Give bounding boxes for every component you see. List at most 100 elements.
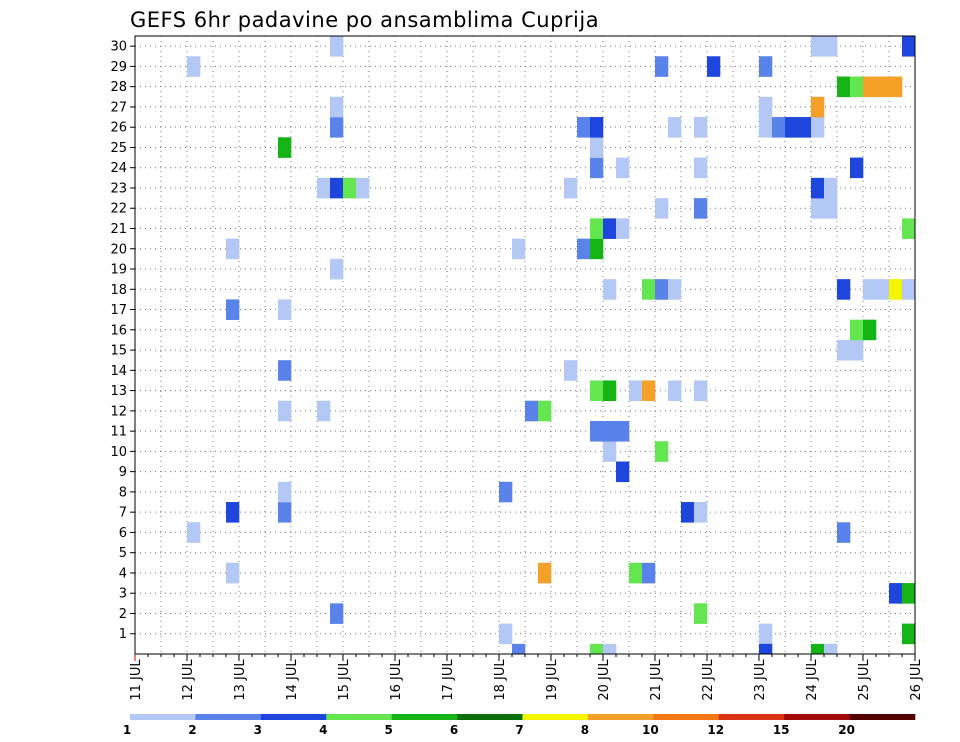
heat-cell bbox=[564, 360, 578, 381]
heat-cell bbox=[525, 400, 539, 422]
legend-swatch bbox=[260, 714, 327, 720]
heat-cell bbox=[902, 583, 916, 604]
heat-cell bbox=[655, 441, 669, 462]
legend-swatch bbox=[653, 714, 720, 720]
heat-cell bbox=[694, 380, 708, 402]
heat-cell bbox=[278, 299, 292, 320]
heat-cell bbox=[538, 400, 552, 422]
heat-cell bbox=[616, 420, 630, 442]
legend-swatch bbox=[391, 714, 458, 720]
heat-cell bbox=[603, 643, 617, 655]
heat-cell bbox=[642, 562, 656, 584]
heat-cell bbox=[759, 643, 773, 655]
heat-cell bbox=[590, 117, 604, 138]
heat-cell bbox=[330, 603, 344, 624]
heat-cell bbox=[811, 177, 825, 199]
heat-cell bbox=[759, 623, 773, 645]
heat-cell bbox=[356, 177, 370, 199]
y-tick-label: 19 bbox=[110, 263, 127, 278]
x-tick-label: 15 JUL bbox=[337, 659, 352, 701]
heat-cell bbox=[707, 56, 721, 77]
heat-cell bbox=[785, 117, 799, 138]
heat-cell bbox=[850, 319, 864, 341]
heat-cell bbox=[226, 238, 240, 260]
heat-cell bbox=[603, 420, 617, 442]
y-tick-label: 23 bbox=[110, 181, 127, 196]
heat-cell bbox=[694, 603, 708, 624]
heat-cell bbox=[759, 56, 773, 77]
heat-cell bbox=[850, 339, 864, 361]
legend-label: 3 bbox=[254, 723, 262, 737]
heat-cell bbox=[564, 177, 578, 199]
y-tick-label: 16 bbox=[110, 323, 127, 338]
heat-cell bbox=[330, 36, 344, 57]
legend-swatch bbox=[326, 714, 392, 720]
heat-cell bbox=[590, 137, 604, 158]
y-tick-label: 29 bbox=[110, 60, 127, 75]
y-tick-label: 10 bbox=[110, 445, 127, 460]
heat-cell bbox=[889, 76, 903, 98]
heat-cell bbox=[837, 339, 851, 361]
legend-swatch bbox=[130, 714, 196, 720]
heat-cell bbox=[902, 279, 916, 300]
heat-cell bbox=[694, 117, 708, 138]
x-tick-label: 19 JUL bbox=[545, 659, 560, 701]
y-tick-label: 11 bbox=[110, 425, 127, 440]
heat-cell bbox=[616, 157, 630, 179]
heat-cell bbox=[694, 502, 708, 523]
heat-cell bbox=[187, 56, 201, 77]
heat-cell bbox=[317, 177, 331, 199]
heat-cell bbox=[772, 117, 786, 138]
y-tick-label: 28 bbox=[110, 80, 127, 95]
grid-lines bbox=[135, 36, 915, 654]
y-tick-label: 22 bbox=[110, 202, 127, 217]
legend-label: 1 bbox=[123, 723, 131, 737]
heat-cell bbox=[824, 36, 838, 57]
heat-cell bbox=[330, 96, 344, 118]
heat-cell bbox=[811, 643, 825, 655]
y-tick-label: 26 bbox=[110, 121, 127, 136]
x-tick-label: 24 JUL bbox=[805, 659, 820, 701]
heat-cell bbox=[330, 117, 344, 138]
heat-cell bbox=[590, 643, 604, 655]
x-tick-label: 22 JUL bbox=[701, 659, 716, 701]
heat-cell bbox=[655, 56, 669, 77]
heat-cell bbox=[226, 562, 240, 584]
heat-cell bbox=[278, 137, 292, 158]
heat-cell bbox=[603, 279, 617, 300]
x-tick-label: 20 JUL bbox=[597, 659, 612, 701]
y-axis: 1234567891011121314151617181920212223242… bbox=[110, 40, 135, 642]
heat-cell bbox=[655, 198, 669, 219]
heat-cell bbox=[681, 502, 695, 523]
heat-cell bbox=[668, 117, 682, 138]
x-tick-label: 13 JUL bbox=[233, 659, 248, 701]
heat-cell bbox=[759, 96, 773, 118]
x-tick-label: 12 JUL bbox=[181, 659, 196, 701]
x-axis: 11 JUL 12 JUL 13 JUL 14 JUL 15 JUL 16 JUL 17 J… bbox=[129, 654, 924, 701]
y-tick-label: 18 bbox=[110, 283, 127, 298]
y-tick-label: 3 bbox=[119, 587, 127, 602]
y-tick-label: 6 bbox=[119, 526, 127, 541]
legend-swatch bbox=[457, 714, 523, 720]
heat-cell bbox=[577, 117, 591, 138]
heat-cell bbox=[694, 157, 708, 179]
heat-cell bbox=[499, 481, 513, 503]
y-tick-label: 7 bbox=[119, 506, 127, 521]
x-tick-label: 23 JUL bbox=[753, 659, 768, 701]
y-tick-label: 2 bbox=[119, 607, 127, 622]
heat-cell bbox=[863, 279, 877, 300]
heat-cell bbox=[642, 380, 656, 402]
y-tick-label: 13 bbox=[110, 384, 127, 399]
heat-cell bbox=[863, 76, 877, 98]
heat-cell bbox=[512, 643, 526, 655]
heat-cell bbox=[694, 198, 708, 219]
heat-cell bbox=[512, 238, 526, 260]
heat-cell bbox=[798, 117, 812, 138]
y-tick-label: 20 bbox=[110, 242, 127, 257]
legend-swatch bbox=[195, 714, 262, 720]
heat-cell bbox=[538, 562, 552, 584]
heat-cell bbox=[668, 380, 682, 402]
x-tick-label: 21 JUL bbox=[649, 659, 664, 701]
heat-cell bbox=[603, 441, 617, 462]
